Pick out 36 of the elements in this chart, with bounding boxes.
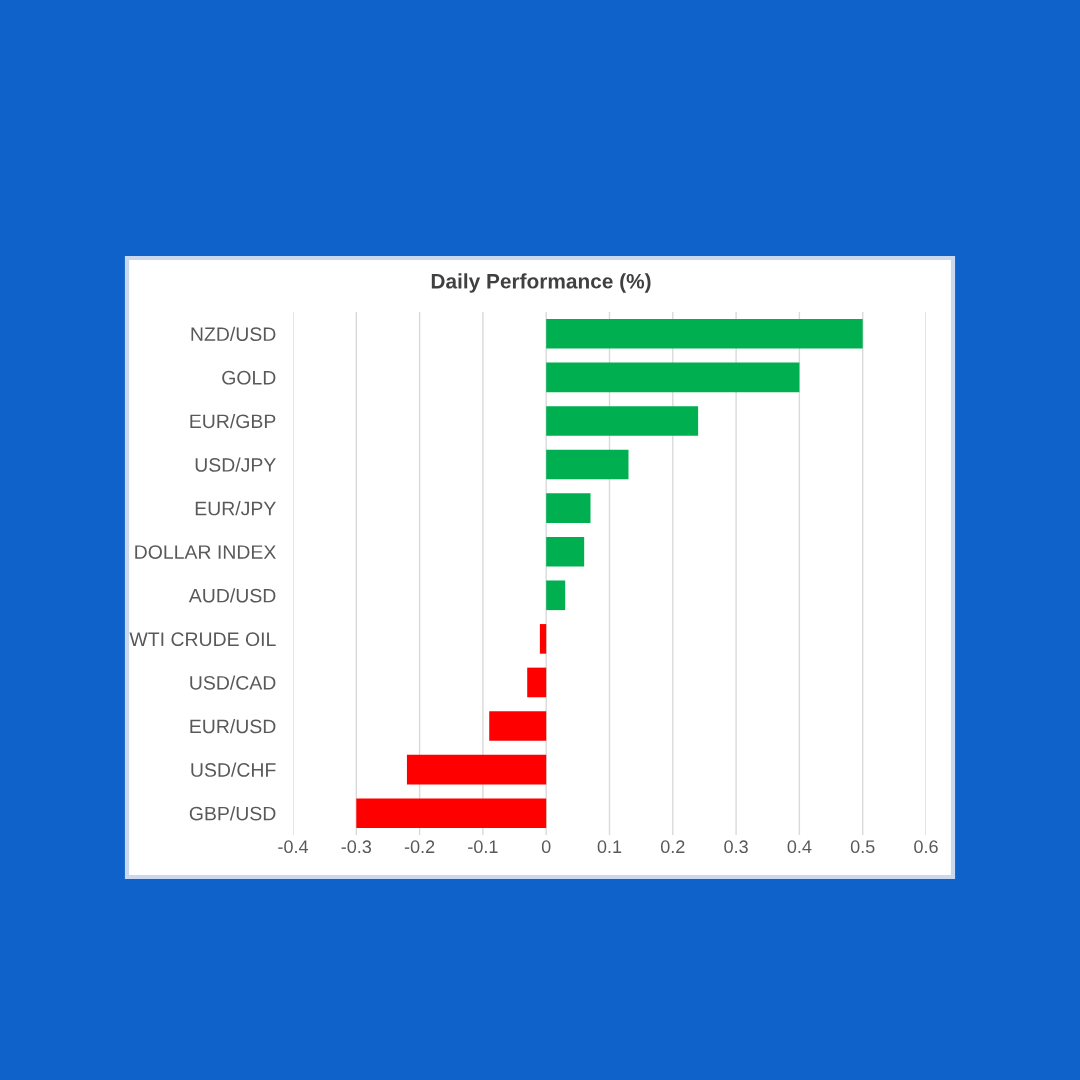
x-tick-label: 0.6 <box>914 840 938 854</box>
y-tick-label: WTI CRUDE OIL <box>129 632 276 647</box>
x-tick-label: 0.3 <box>724 840 748 854</box>
bar <box>546 362 800 393</box>
bar <box>539 624 547 654</box>
y-tick-label: USD/JPY <box>195 457 276 472</box>
x-tick-label: 0.2 <box>660 840 685 854</box>
bar <box>489 711 547 741</box>
y-tick-label: USD/CAD <box>190 675 276 690</box>
x-tick-label: 0.4 <box>787 840 812 854</box>
bar <box>406 754 547 785</box>
y-tick-label: USD/CHF <box>191 762 276 777</box>
x-tick-label: 0.5 <box>850 840 875 854</box>
bar <box>546 536 585 567</box>
x-tick-label: -0.3 <box>341 840 372 854</box>
x-tick-label: 0 <box>541 840 551 854</box>
y-tick-label: NZD/USD <box>191 326 276 342</box>
chart-title: Daily Performance (%) <box>431 273 651 293</box>
bar <box>546 493 591 523</box>
bar <box>546 406 699 436</box>
y-tick-label: DOLLAR INDEX <box>135 545 276 559</box>
y-tick-label: EUR/GBP <box>190 413 276 429</box>
y-tick-label: GBP/USD <box>189 806 276 821</box>
y-tick-label: EUR/USD <box>190 719 276 734</box>
y-tick-label: GOLD <box>222 370 276 385</box>
y-tick-label: EUR/JPY <box>195 501 276 516</box>
bar <box>546 318 863 349</box>
bar <box>546 580 566 611</box>
x-tick-label: -0.2 <box>404 840 435 854</box>
y-tick-label: AUD/USD <box>188 588 276 603</box>
bar <box>527 667 547 698</box>
x-tick-label: -0.1 <box>468 840 498 854</box>
x-tick-label: -0.4 <box>278 840 309 854</box>
bar <box>356 798 547 829</box>
x-tick-label: 0.1 <box>597 840 622 854</box>
bar <box>546 449 629 480</box>
